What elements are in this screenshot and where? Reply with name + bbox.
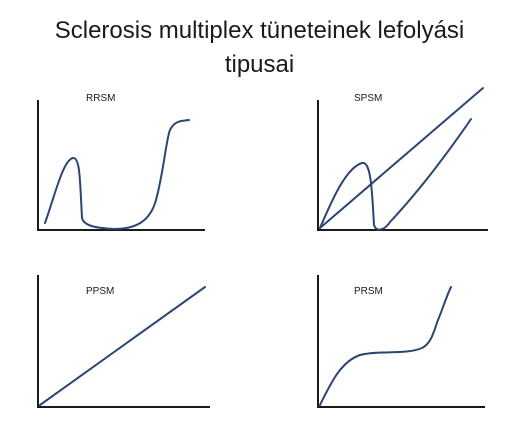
rrsm-curve (44, 119, 190, 230)
spsm-axes (317, 100, 488, 231)
panel-ppsm: PPSM (37, 275, 210, 408)
panel-spsm: SPSM (317, 87, 488, 231)
spsm-relapse-curve (319, 118, 472, 231)
spsm-label: SPSM (354, 93, 382, 104)
diagram-title: Sclerosis multiplex tüneteinek lefolyási… (0, 14, 519, 82)
ppsm-label: PPSM (86, 286, 114, 297)
title-line-2: tipusai (224, 51, 295, 78)
ppsm-line (39, 286, 206, 406)
panel-rrsm: RRSM (37, 93, 205, 231)
title-line-1: Sclerosis multiplex tüneteinek lefolyási (54, 17, 465, 44)
prsm-label: PRSM (354, 286, 383, 297)
prsm-curve (319, 286, 452, 406)
panel-prsm: PRSM (317, 275, 485, 408)
prsm-axes (317, 275, 485, 408)
spsm-straight-line (319, 87, 484, 229)
rrsm-label: RRSM (86, 93, 115, 104)
ppsm-axes (37, 275, 210, 408)
rrsm-axes (37, 100, 205, 231)
